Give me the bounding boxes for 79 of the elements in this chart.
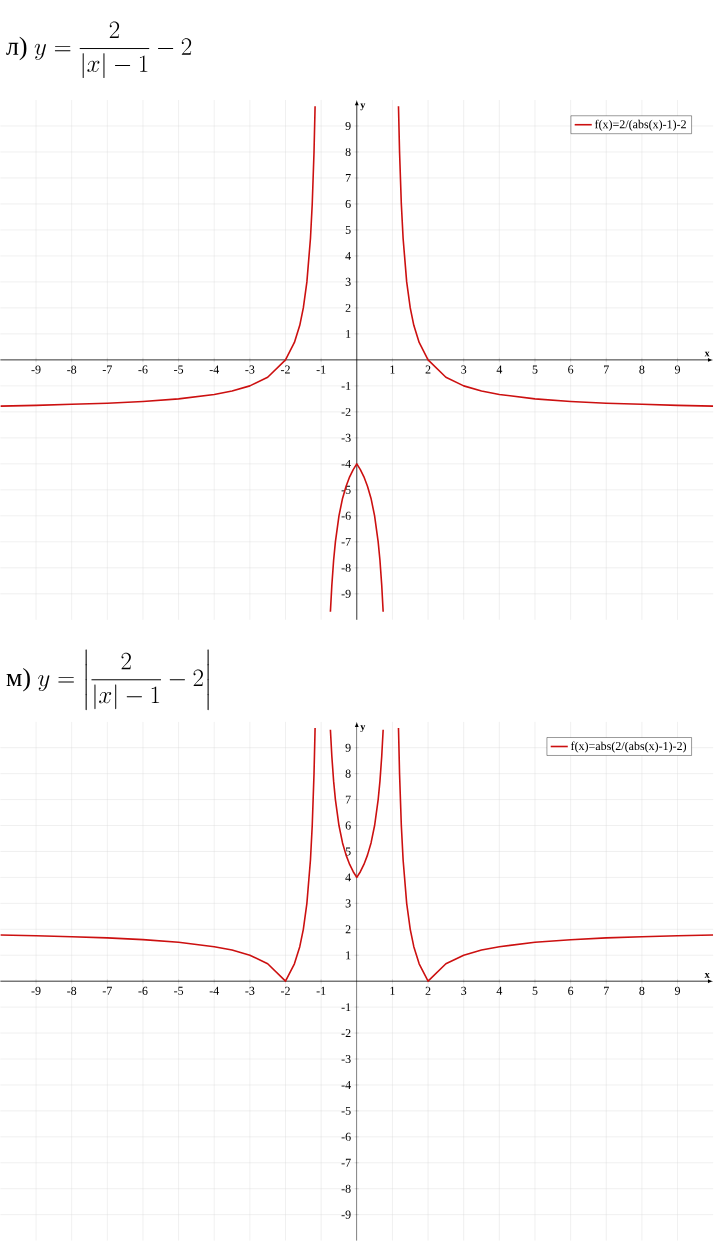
y-tick-label: 9 <box>345 743 351 752</box>
x-tick-label: -2 <box>281 365 291 374</box>
x-tick-label: 3 <box>461 365 467 374</box>
x-tick-label: -7 <box>102 986 113 995</box>
y-tick-label: 8 <box>345 147 351 156</box>
x-tick-label: -3 <box>245 365 255 374</box>
x-tick-label: 7 <box>604 365 610 374</box>
x-tick-label: 7 <box>604 986 610 995</box>
x-tick-label: 1 <box>390 365 395 374</box>
x-tick-label: -6 <box>138 365 148 374</box>
y-tick-label: 1 <box>346 951 351 960</box>
y-tick-label: 4 <box>345 873 352 882</box>
x-tick-label: 1 <box>390 986 395 995</box>
y-tick-label: 2 <box>345 303 351 312</box>
x-tick-label: 8 <box>639 365 645 374</box>
y-tick-label: -2 <box>341 407 351 416</box>
x-tick-label: 9 <box>675 986 681 995</box>
y-tick-label: -5 <box>341 1106 351 1115</box>
x-tick-label: -4 <box>209 986 220 995</box>
y-tick-label: 8 <box>345 769 351 778</box>
x-tick-label: -3 <box>245 986 255 995</box>
y-tick-label: -7 <box>341 1158 351 1167</box>
x-tick-label: 2 <box>425 986 431 995</box>
x-tick-label: -8 <box>67 986 77 995</box>
y-tick-label: 5 <box>346 225 351 234</box>
y-tick-label: -8 <box>341 563 351 572</box>
y-tick-label: -4 <box>341 459 352 468</box>
y-axis-title: y <box>360 103 366 111</box>
y-axis-title: y <box>360 725 366 733</box>
y-tick-label: -6 <box>341 1132 351 1141</box>
x-tick-label: 5 <box>532 986 538 995</box>
y-tick-label: 1 <box>346 329 351 338</box>
x-tick-label: 5 <box>532 365 538 374</box>
y-tick-label: 2 <box>345 925 351 934</box>
y-tick-label: -9 <box>341 1210 351 1219</box>
y-tick-label: -2 <box>341 1029 351 1038</box>
x-tick-label: -4 <box>209 365 220 374</box>
x-tick-label: -2 <box>281 986 291 995</box>
y-tick-label: 7 <box>346 795 351 804</box>
x-axis-title: x <box>704 351 710 357</box>
x-tick-label: 4 <box>496 986 503 995</box>
y-tick-label: -8 <box>341 1184 351 1193</box>
y-tick-label: 5 <box>346 847 351 856</box>
y-tick-label: 6 <box>345 199 351 208</box>
y-tick-label: 4 <box>345 251 352 260</box>
y-tick-label: -1 <box>341 1003 351 1012</box>
y-tick-label: 3 <box>345 277 351 286</box>
x-tick-label: -1 <box>316 986 326 995</box>
y-tick-label: 7 <box>346 174 351 182</box>
x-tick-label: 2 <box>425 365 431 374</box>
y-tick-label: -9 <box>341 589 351 598</box>
y-tick-label: -7 <box>341 537 351 546</box>
x-tick-label: -5 <box>174 986 184 995</box>
y-tick-label: -3 <box>341 433 351 442</box>
x-tick-label: -1 <box>316 365 326 374</box>
y-tick-label: -4 <box>341 1080 352 1089</box>
x-tick-label: -8 <box>67 365 77 374</box>
legend-label: f(x)=abs(2/(abs(x)-1)-2) <box>571 741 687 753</box>
x-tick-label: -5 <box>174 365 184 374</box>
y-tick-label: -3 <box>341 1054 351 1064</box>
x-tick-label: 8 <box>639 986 645 995</box>
y-tick-label: 3 <box>345 899 351 908</box>
x-tick-label: 3 <box>461 986 467 995</box>
chart-title: $\text{м)}\ y=\left|\frac{2}{|x|-1}-2\right|$ <box>6 649 209 711</box>
x-tick-label: 6 <box>568 986 574 995</box>
x-tick-label: -7 <box>102 365 113 374</box>
x-tick-label: -6 <box>138 986 148 995</box>
chart-title: $\text{л)}\ y=\frac{2}{|x|-1}-2$ <box>6 21 192 79</box>
x-tick-label: -9 <box>31 365 41 374</box>
x-tick-label: 4 <box>496 365 503 374</box>
y-tick-label: -1 <box>341 381 351 390</box>
y-tick-label: -6 <box>341 511 351 520</box>
x-tick-label: 6 <box>568 365 574 374</box>
legend-label: f(x)=2/(abs(x)-1)-2 <box>595 119 687 131</box>
x-axis-title: x <box>704 973 710 978</box>
x-tick-label: 9 <box>675 365 681 374</box>
y-tick-label: 9 <box>345 121 351 130</box>
y-tick-label: 6 <box>345 821 351 830</box>
x-tick-label: -9 <box>31 986 41 995</box>
